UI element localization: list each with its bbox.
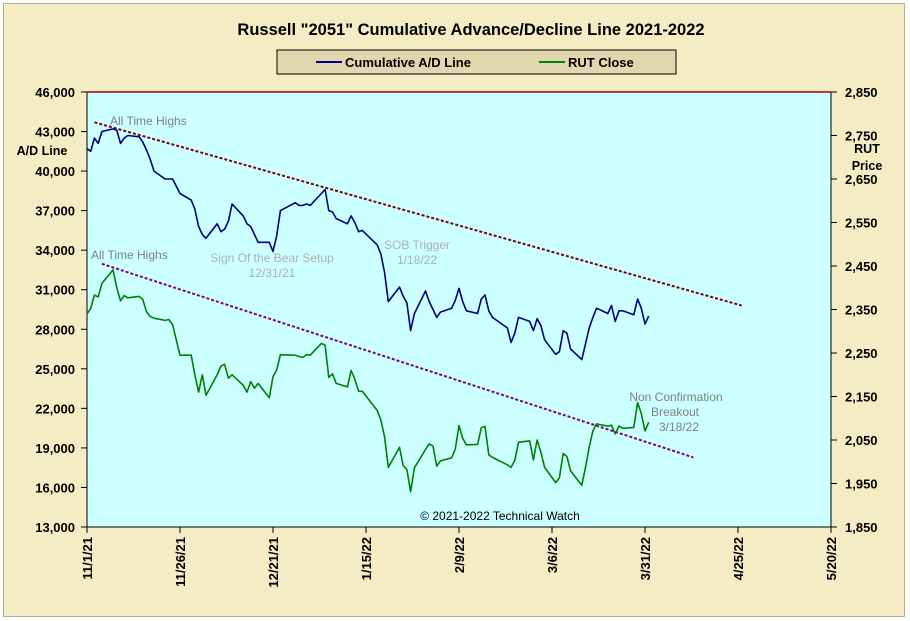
rut-close-series [86,269,650,493]
y-right-tick-label: 2,650 [845,172,878,187]
x-tick-label: 1/15/22 [359,537,374,580]
annotation-non-confirmation: 3/18/22 [659,420,699,434]
y-left-tick-label: 40,000 [35,164,75,179]
axes: 46,000 43,000 40,000 37,000 34,000 31,000 28,0… [35,85,877,588]
y-right-tick-label: 2,050 [845,433,878,448]
y-right-tick-label: 1,850 [845,520,878,535]
y-left-tick-label: 43,000 [35,125,75,140]
x-tick-label: 5/20/22 [824,537,839,580]
y-right-tick-label: 2,450 [845,259,878,274]
x-tick-label: 2/9/22 [452,537,467,573]
y-right-label-line1: RUT [854,142,880,156]
y-right-label-line2: Price [852,159,883,173]
y-left-tick-label: 28,000 [35,322,75,337]
annotation-ath-rut: All Time Highs [91,248,168,262]
annotation-sob-trigger: SOB Trigger [384,238,450,252]
annotation-non-confirmation: Breakout [651,405,700,419]
y-left-tick-label: 25,000 [35,362,75,377]
copyright-text: © 2021-2022 Technical Watch [420,509,580,523]
legend-label-rut: RUT Close [568,55,634,70]
y-right-tick-label: 2,750 [845,129,878,144]
y-left-tick-label: 13,000 [35,520,75,535]
x-tick-label: 12/21/21 [266,537,281,588]
plot-area [86,91,832,528]
legend-label-ad: Cumulative A/D Line [345,55,471,70]
y-left-tick-label: 19,000 [35,441,75,456]
x-tick-label: 11/26/21 [173,537,188,587]
chart-frame: Russell "2051" Cumulative Advance/Declin… [3,3,905,617]
y-left-label: A/D Line [17,144,68,158]
x-tick-label: 3/31/22 [638,537,653,580]
y-right-tick-label: 2,850 [845,85,878,100]
y-right-tick-label: 2,150 [845,390,878,405]
y-left-tick-label: 46,000 [35,85,75,100]
legend: Cumulative A/D Line RUT Close [276,49,677,75]
chart: Russell "2051" Cumulative Advance/Declin… [17,21,883,588]
series-lines [86,128,650,493]
y-left-tick-label: 16,000 [35,480,75,495]
annotation-sob-trigger: 1/18/22 [397,253,437,267]
y-right-tick-label: 2,550 [845,216,878,231]
annotations: All Time Highs Sign Of the Bear Setup12/3… [91,114,723,434]
y-right-tick-label: 2,350 [845,303,878,318]
ad-line-series [86,128,650,361]
annotation-non-confirmation: Non Confirmation [629,390,722,404]
x-tick-label: 4/25/22 [731,537,746,580]
y-right-tick-label: 1,950 [845,477,878,492]
chart-title: Russell "2051" Cumulative Advance/Declin… [237,21,704,39]
y-left-tick-label: 37,000 [35,204,75,219]
y-left-tick-label: 34,000 [35,243,75,258]
trendline-1 [94,121,742,307]
y-left-tick-label: 22,000 [35,401,75,416]
trendline-2 [101,262,694,459]
annotation-ath-ad: All Time Highs [110,114,187,128]
x-tick-label: 11/1/21 [80,537,95,580]
annotation-sob-setup: 12/31/21 [249,266,296,280]
annotation-sob-setup: Sign Of the Bear Setup [210,251,334,265]
x-tick-label: 3/6/22 [545,537,560,573]
trendlines [94,121,742,459]
y-right-tick-label: 2,250 [845,346,878,361]
legend-box [276,49,677,75]
y-left-tick-label: 31,000 [35,283,75,298]
